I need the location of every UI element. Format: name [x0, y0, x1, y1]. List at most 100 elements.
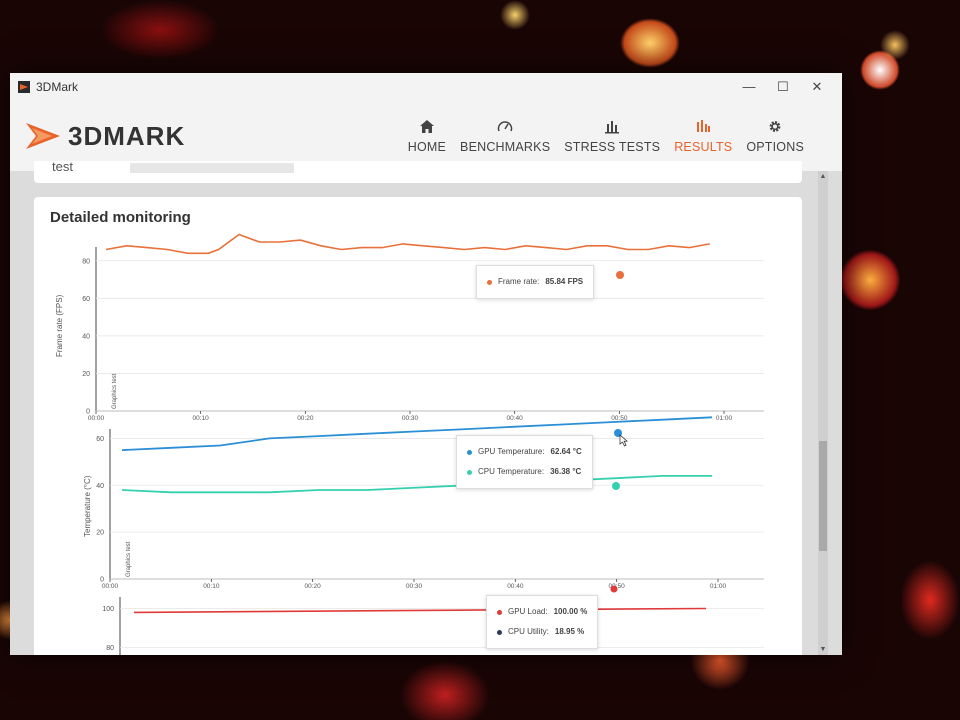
- gpu-load-line: [133, 607, 707, 614]
- logo-text: 3DMARK: [68, 120, 186, 151]
- scroll-up-icon[interactable]: ▲: [819, 173, 827, 180]
- fps-hover-marker: [616, 271, 624, 279]
- main-nav: HOME BENCHMARKS STRESS TESTS RESULTS OPT…: [408, 119, 804, 154]
- nav-stress-tests[interactable]: STRESS TESTS: [564, 119, 660, 154]
- fps-legend-dot: [487, 279, 492, 285]
- fps-grid: 0 20 40 60 80: [82, 258, 764, 416]
- mouse-cursor-icon: [619, 434, 629, 447]
- vertical-scrollbar[interactable]: ▲ ▼: [818, 171, 828, 655]
- temp-x-tick-label: 00:00: [102, 583, 119, 590]
- fps-x-tick-label: 00:20: [297, 415, 314, 422]
- gpu-load-tooltip-label: GPU Load:: [508, 607, 548, 616]
- monitoring-charts: Frame rate (FPS) 0 20 40 60 80 Graphics test…: [55, 233, 764, 655]
- nav-home-label: HOME: [407, 139, 447, 154]
- nav-options-label: OPTIONS: [746, 139, 804, 154]
- close-button[interactable]: ✕: [811, 79, 823, 94]
- bokeh-light: [400, 660, 490, 720]
- gauge-icon: [497, 120, 513, 131]
- fps-x-tick-label: 01:00: [716, 415, 733, 422]
- logo[interactable]: 3DMARK: [24, 119, 185, 153]
- bokeh-light: [880, 30, 910, 60]
- bokeh-light: [900, 560, 960, 640]
- temperature-tooltip: GPU Temperature: 62.64 °C CPU Temperature…: [456, 435, 593, 489]
- temp-band-label: Graphics test: [126, 541, 132, 577]
- home-icon: [419, 119, 434, 133]
- nav-stress-tests-label: STRESS TESTS: [564, 139, 661, 154]
- logo-icon: [26, 123, 60, 149]
- gpu-load-tooltip-value: 100.00 %: [553, 607, 588, 616]
- bar-chart-icon: [605, 120, 620, 133]
- title-bar[interactable]: 3DMark — ☐ ✕: [10, 73, 842, 101]
- section-title: Detailed monitoring: [50, 209, 191, 226]
- load-y-label: (%): [99, 654, 108, 655]
- app-icon: [18, 81, 30, 93]
- bokeh-light: [100, 0, 220, 60]
- load-grid: 80 100: [102, 606, 764, 652]
- temp-x-ticks: 00:00 00:10 00:20 00:30 00:40 00:50 01:00: [102, 579, 727, 590]
- fps-band-label: Graphics test: [112, 373, 118, 409]
- temp-y-label: Temperature (°C): [83, 475, 92, 537]
- fps-line: [105, 233, 710, 255]
- bokeh-light: [620, 18, 680, 68]
- nav-results-label: RESULTS: [674, 139, 733, 154]
- nav-results[interactable]: RESULTS: [674, 119, 732, 154]
- cpu-util-tooltip-value: 18.95 %: [554, 627, 585, 636]
- cpu-temperature-line: [121, 475, 712, 494]
- temperature-chart: Temperature (°C) 0 20 40 60 Graphics test 0…: [83, 416, 764, 590]
- app-header: 3DMARK HOME BENCHMARKS STRESS TESTS RESU…: [10, 101, 842, 171]
- temp-x-tick-label: 00:40: [507, 583, 524, 590]
- temp-grid: 0 20 40 60: [96, 436, 764, 584]
- fps-y-label: Frame rate (FPS): [55, 294, 64, 357]
- fps-y-tick-label: 0: [86, 409, 90, 416]
- previous-card-bar: [130, 163, 294, 173]
- cpu-util-legend-dot: [497, 629, 502, 635]
- temp-y-tick-label: 20: [96, 530, 104, 537]
- fps-x-tick-label: 00:30: [402, 415, 419, 422]
- nav-options[interactable]: OPTIONS: [746, 119, 804, 154]
- maximize-button[interactable]: ☐: [777, 79, 789, 94]
- app-window: 3DMark — ☐ ✕ 3DMARK HOME BENCHMARKS: [10, 73, 842, 655]
- fps-x-tick-label: 00:40: [507, 415, 524, 422]
- nav-benchmarks[interactable]: BENCHMARKS: [460, 119, 550, 154]
- gear-icon: [769, 120, 781, 132]
- cpu-temp-legend-dot: [467, 469, 472, 475]
- fps-y-tick-label: 40: [82, 333, 90, 340]
- temp-y-tick-label: 60: [96, 436, 104, 443]
- load-y-tick-label: 100: [102, 606, 114, 613]
- content-scroll-area[interactable]: test Detailed monitoring Frame rate (FPS…: [10, 159, 842, 655]
- fps-x-tick-label: 00:10: [193, 415, 210, 422]
- temp-x-tick-label: 00:20: [305, 583, 322, 590]
- nav-benchmarks-label: BENCHMARKS: [460, 139, 551, 154]
- gpu-temp-tooltip-label: GPU Temperature:: [478, 447, 545, 456]
- scroll-down-icon[interactable]: ▼: [819, 646, 827, 653]
- fps-tooltip-value: 85.84 FPS: [545, 277, 584, 286]
- gpu-load-hover-marker: [610, 585, 618, 593]
- window-title: 3DMark: [36, 80, 79, 94]
- detailed-monitoring-card: Detailed monitoring Frame rate (FPS) 0 20…: [34, 197, 802, 655]
- gpu-temp-tooltip-value: 62.64 °C: [550, 447, 582, 456]
- minimize-button[interactable]: —: [742, 79, 756, 94]
- cpu-temp-hover-marker: [612, 482, 620, 490]
- scrollbar-thumb[interactable]: [819, 441, 827, 551]
- previous-card: test: [34, 159, 802, 183]
- temp-x-tick-label: 01:00: [710, 583, 727, 590]
- fps-y-tick-label: 20: [82, 371, 90, 378]
- gpu-load-legend-dot: [497, 609, 502, 615]
- load-tooltip: GPU Load: 100.00 % CPU Utility: 18.95 %: [486, 595, 599, 649]
- fps-y-tick-label: 60: [82, 296, 90, 303]
- gpu-temperature-line: [121, 416, 713, 451]
- load-chart: (%) 80 100: [99, 585, 764, 655]
- temp-y-tick-label: 0: [100, 577, 104, 584]
- fps-tooltip: Frame rate: 85.84 FPS: [476, 265, 595, 299]
- temp-x-tick-label: 00:30: [406, 583, 423, 590]
- fps-tooltip-label: Frame rate:: [498, 277, 540, 286]
- nav-home[interactable]: HOME: [408, 119, 446, 154]
- load-y-tick-label: 80: [106, 645, 114, 652]
- fps-x-tick-label: 00:50: [611, 415, 628, 422]
- fps-x-tick-label: 00:00: [88, 415, 105, 422]
- temp-x-tick-label: 00:10: [203, 583, 220, 590]
- bokeh-light: [840, 250, 900, 310]
- temp-x-tick-label: 00:50: [609, 583, 626, 590]
- temp-y-tick-label: 40: [96, 483, 104, 490]
- gpu-temp-legend-dot: [467, 449, 472, 455]
